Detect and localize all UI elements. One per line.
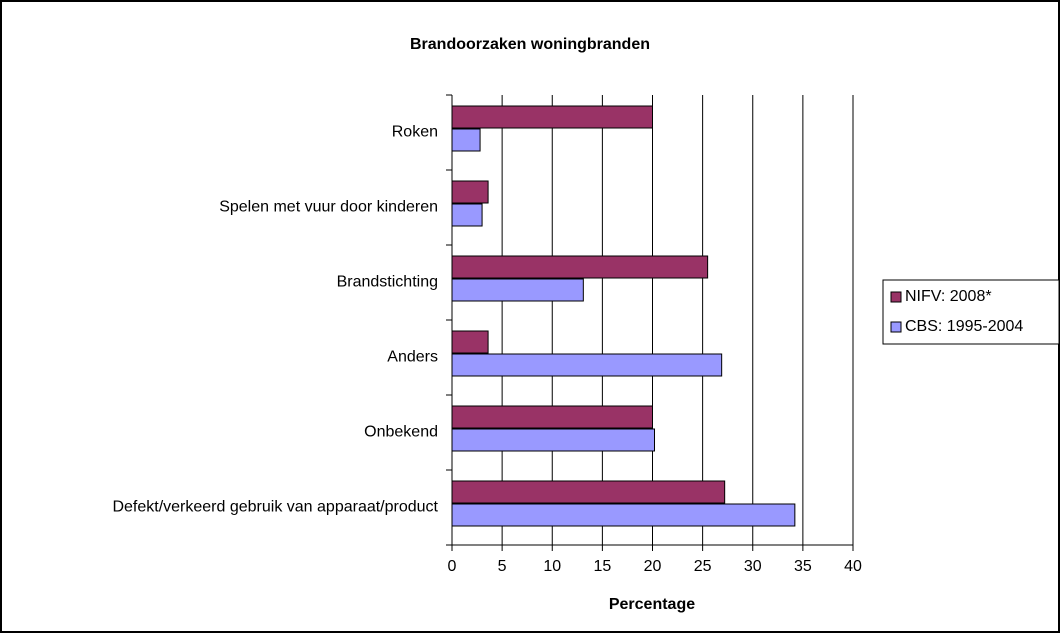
x-tick-label: 20 [644,558,662,575]
x-axis-title: Percentage [609,596,695,613]
legend-swatch [890,291,902,303]
x-tick-label: 5 [498,558,507,575]
bar [451,128,481,152]
y-tick-label: Spelen met vuur door kinderen [219,199,438,216]
bar [451,353,723,377]
chart-title: Brandoorzaken woningbranden [410,36,650,53]
bar [451,278,584,302]
y-tick-label: Anders [387,349,438,366]
x-tick-label: 35 [794,558,812,575]
bar [451,105,653,129]
bar [451,255,709,279]
x-tick-label: 40 [844,558,862,575]
bar [451,203,483,227]
x-tick-label: 15 [593,558,611,575]
y-tick-label: Defekt/verkeerd gebruik van apparaat/pro… [112,499,438,516]
x-tick-label: 0 [448,558,457,575]
bar [451,428,656,452]
bar [451,405,653,429]
legend-box [882,279,1060,345]
bar [451,480,726,504]
legend-label: NIFV: 2008* [905,288,992,305]
y-tick-label: Brandstichting [337,274,438,291]
x-tick-label: 30 [744,558,762,575]
bar [451,180,489,204]
bar [451,330,489,354]
y-tick-label: Roken [392,124,438,141]
x-tick-label: 10 [543,558,561,575]
y-tick-label: Onbekend [364,424,438,441]
bar [451,503,796,527]
legend-swatch [890,321,902,333]
legend-label: CBS: 1995-2004 [905,318,1023,335]
x-tick-label: 25 [694,558,712,575]
